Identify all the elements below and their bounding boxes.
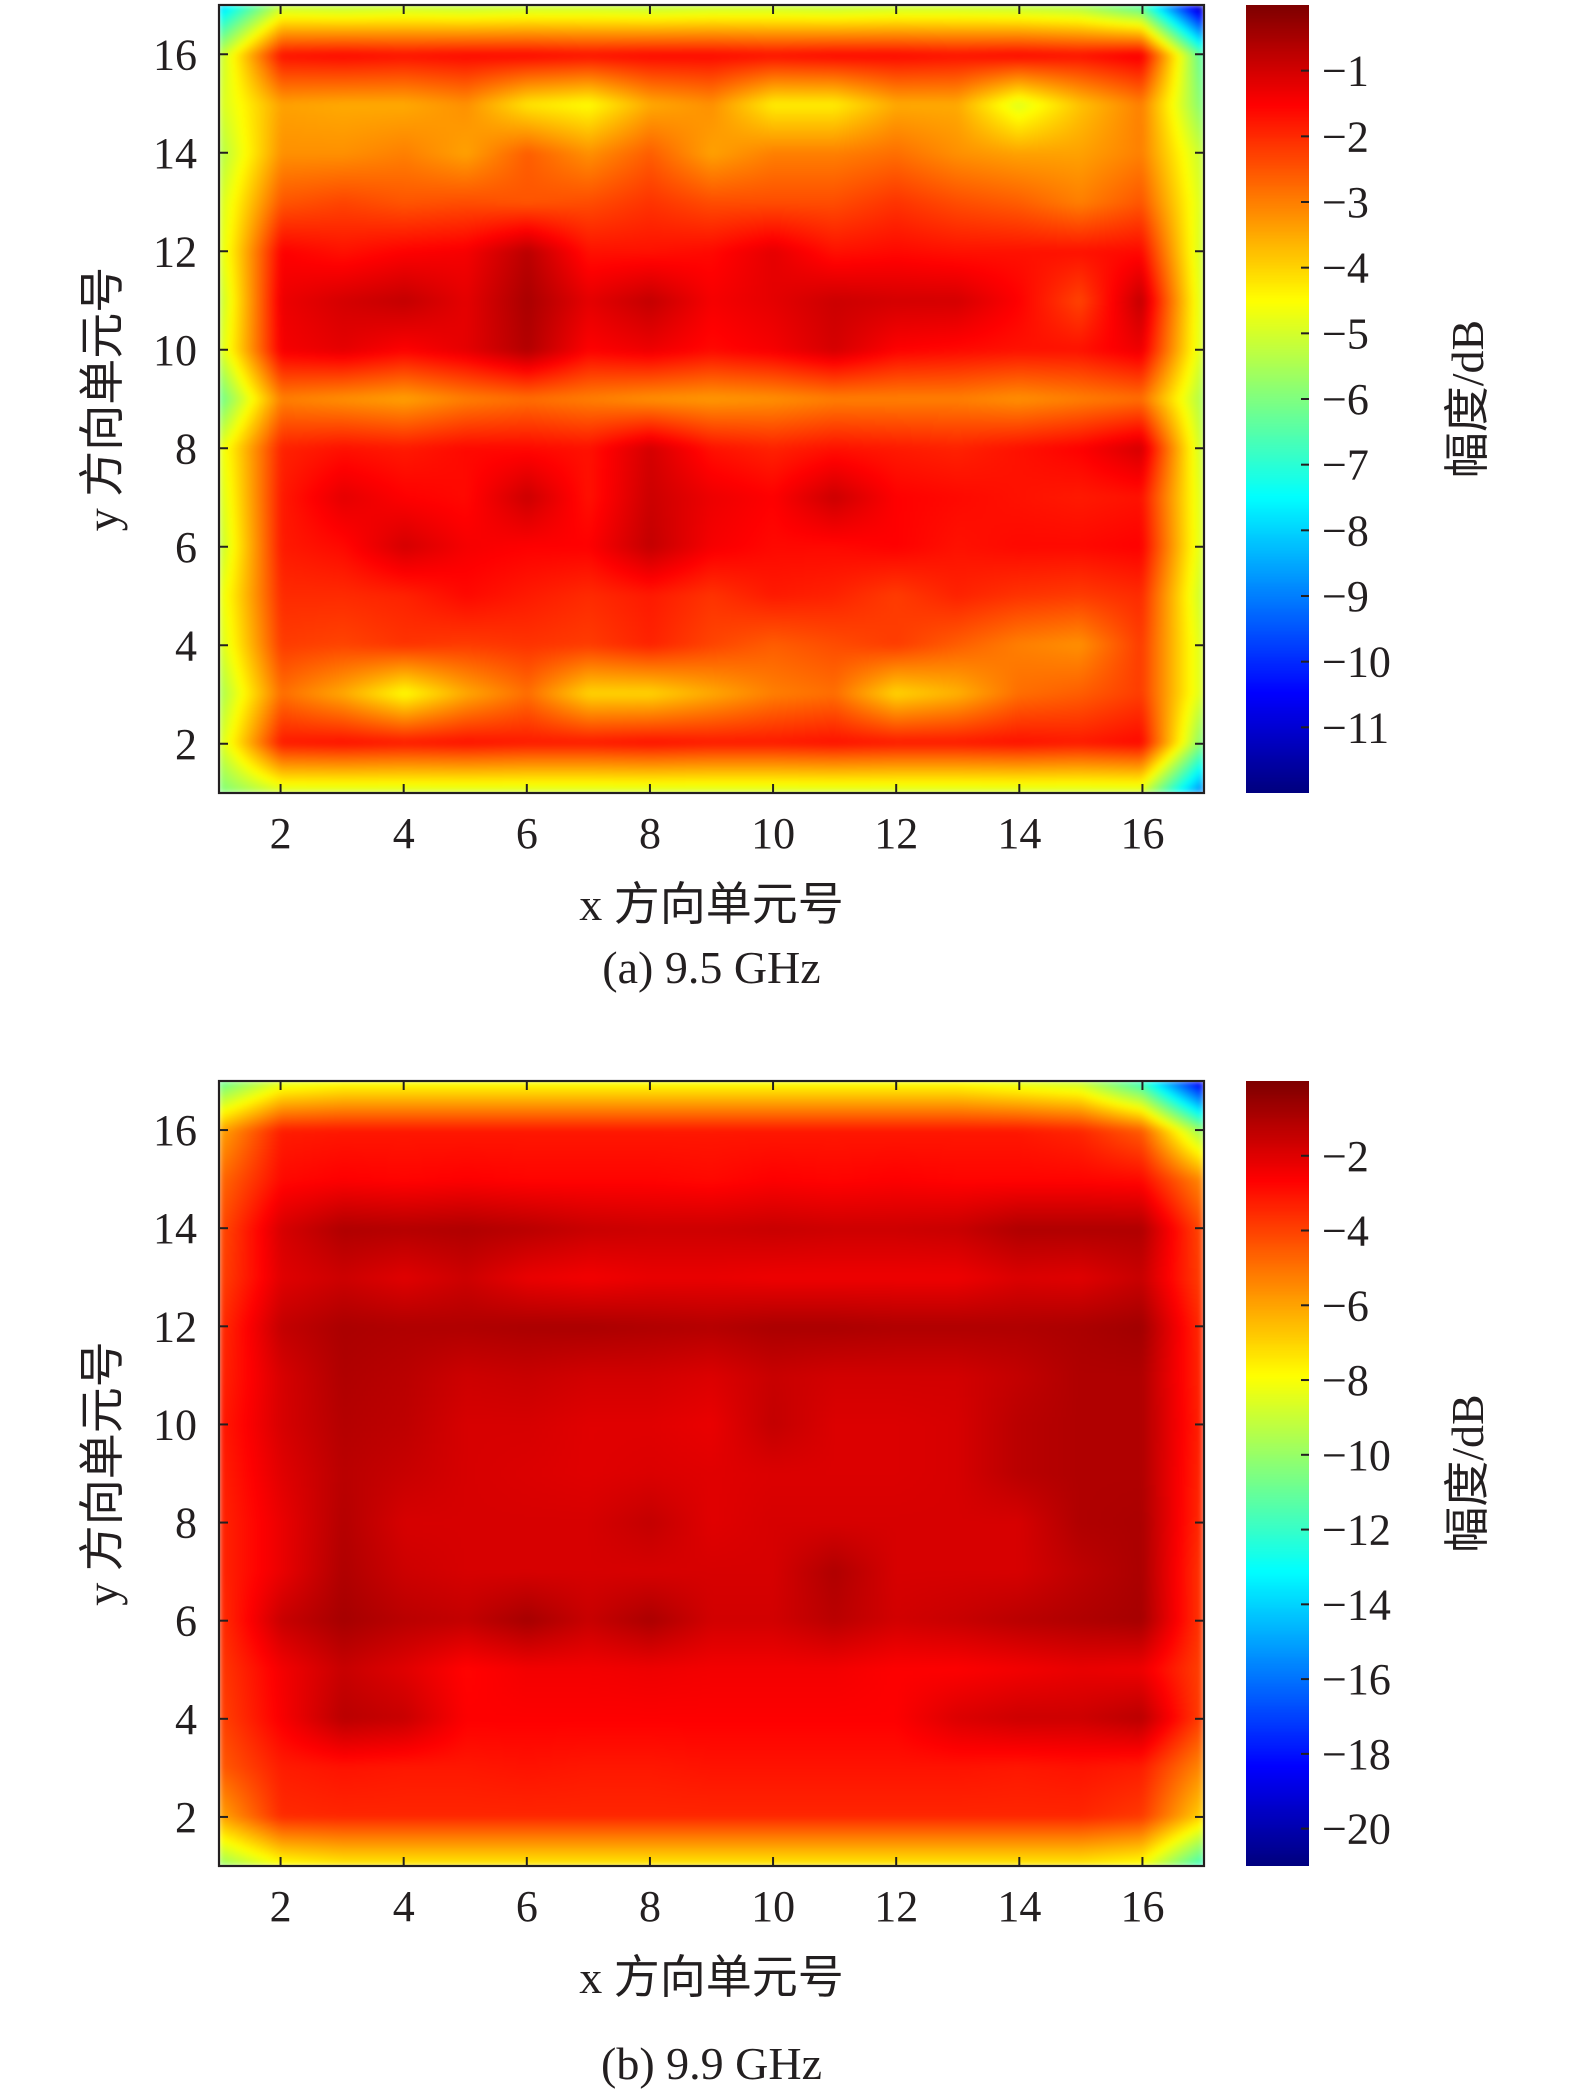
y-axis-label: y 方向单元号 <box>77 267 128 532</box>
colorbar-tick-label: −2 <box>1322 112 1369 161</box>
y-tick-label: 16 <box>153 1106 197 1155</box>
colorbar-gradient <box>1246 5 1309 793</box>
y-tick-label: 12 <box>153 1302 197 1351</box>
panel-caption: (b) 9.9 GHz <box>601 2038 822 2089</box>
colorbar-tick-label: −9 <box>1322 572 1369 621</box>
y-tick-label: 10 <box>153 1400 197 1449</box>
colorbar-tick-label: −4 <box>1322 244 1369 293</box>
colorbar-tick-label: −10 <box>1322 638 1391 687</box>
x-tick-label: 14 <box>997 809 1041 858</box>
y-tick-label: 4 <box>175 1695 197 1744</box>
heatmap-image <box>219 5 1204 793</box>
colorbar-tick-label: −6 <box>1322 375 1369 424</box>
x-tick-label: 10 <box>751 809 795 858</box>
colorbar-tick-label: −20 <box>1322 1805 1391 1854</box>
y-tick-label: 8 <box>175 424 197 473</box>
colorbar-tick-label: −11 <box>1322 703 1389 752</box>
y-tick-label: 8 <box>175 1499 197 1548</box>
x-tick-label: 8 <box>639 1882 661 1931</box>
colorbar-tick-label: −3 <box>1322 178 1369 227</box>
panel-caption: (a) 9.5 GHz <box>602 942 820 993</box>
colorbar-tick-label: −4 <box>1322 1207 1369 1256</box>
colorbar-tick-label: −10 <box>1322 1431 1391 1480</box>
x-tick-label: 10 <box>751 1882 795 1931</box>
plot-frame <box>217 1079 1206 1868</box>
y-tick-label: 16 <box>153 30 197 79</box>
x-tick-label: 12 <box>874 1882 918 1931</box>
colorbar-tick-label: −6 <box>1322 1281 1369 1330</box>
colorbar-tick-label: −1 <box>1322 47 1369 96</box>
colorbar-gradient <box>1246 1081 1309 1866</box>
colorbar-label: 幅度/dB <box>1442 1394 1493 1552</box>
y-tick-label: 6 <box>175 523 197 572</box>
chart-panel-1: 2 4 6 8 10 12 14 16 2 4 6 8 10 12 14 16 x 方向单元号 y 方向单元号 (a… <box>77 3 1493 993</box>
plot-frame <box>217 3 1206 795</box>
x-tick-label: 6 <box>516 809 538 858</box>
x-tick-label: 4 <box>393 1882 415 1931</box>
x-tick-label: 2 <box>270 809 292 858</box>
colorbar-tick-label: −5 <box>1322 309 1369 358</box>
y-tick-label: 4 <box>175 621 197 670</box>
colorbar-tick-label: −8 <box>1322 506 1369 555</box>
y-tick-label: 6 <box>175 1597 197 1646</box>
colorbar-tick-label: −12 <box>1322 1506 1391 1555</box>
x-tick-label: 16 <box>1120 1882 1164 1931</box>
y-axis-label: y 方向单元号 <box>77 1341 128 1606</box>
x-tick-label: 4 <box>393 809 415 858</box>
colorbar-tick-label: −8 <box>1322 1356 1369 1405</box>
chart-panel-2: 2 4 6 8 10 12 14 16 2 4 6 8 10 12 14 16 x 方向单元号 y 方向单元号 (b… <box>77 1079 1493 2089</box>
colorbar-tick-label: −2 <box>1322 1132 1369 1181</box>
colorbar-tick-label: −14 <box>1322 1580 1391 1629</box>
x-tick-label: 16 <box>1120 809 1164 858</box>
colorbar-tick-label: −7 <box>1322 441 1369 490</box>
y-tick-label: 12 <box>153 227 197 276</box>
x-tick-label: 6 <box>516 1882 538 1931</box>
colorbar-tick-label: −18 <box>1322 1730 1391 1779</box>
colorbar-label: 幅度/dB <box>1442 320 1493 478</box>
colorbar-tick-label: −16 <box>1322 1655 1391 1704</box>
x-tick-label: 12 <box>874 809 918 858</box>
y-tick-label: 2 <box>175 720 197 769</box>
x-tick-label: 8 <box>639 809 661 858</box>
x-tick-label: 2 <box>270 1882 292 1931</box>
x-axis-label: x 方向单元号 <box>579 1952 844 2003</box>
x-tick-label: 14 <box>997 1882 1041 1931</box>
heatmap-image <box>219 1081 1204 1866</box>
x-axis-label: x 方向单元号 <box>579 879 844 930</box>
y-tick-label: 10 <box>153 326 197 375</box>
y-tick-label: 14 <box>153 129 197 178</box>
y-tick-label: 14 <box>153 1204 197 1253</box>
y-tick-label: 2 <box>175 1793 197 1842</box>
